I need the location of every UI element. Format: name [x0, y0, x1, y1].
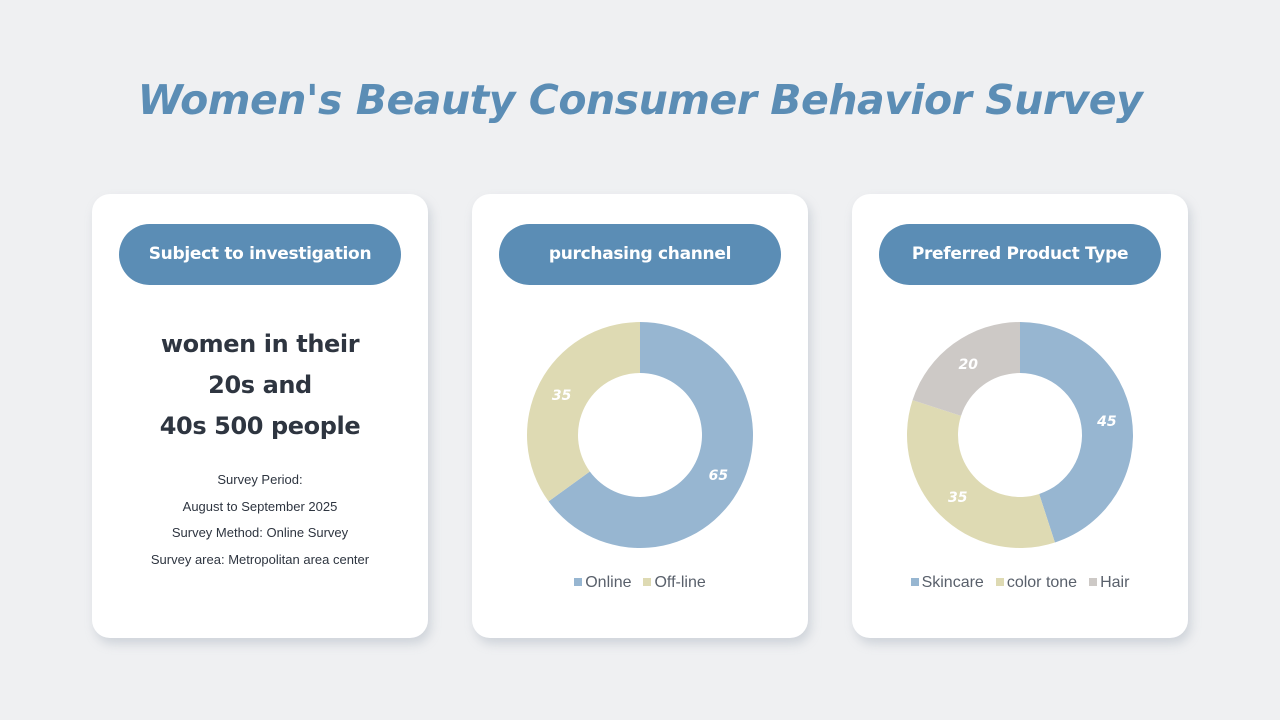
subject-text: women in their 20s and 40s 500 people [92, 324, 428, 447]
subject-line: 20s and [208, 371, 312, 399]
subject-line: 40s 500 people [159, 412, 361, 440]
product-legend: Skincare color tone Hair [852, 574, 1188, 592]
data-label-off-line: 35 [552, 388, 572, 404]
legend-item-hair: Hair [1089, 574, 1129, 592]
data-label-skincare: 45 [1096, 414, 1117, 430]
legend-label: Online [585, 574, 632, 591]
legend-item-off-line: Off-line [643, 574, 706, 592]
legend-swatch [995, 578, 1004, 586]
legend-item-skincare: Skincare [910, 574, 984, 592]
card-survey-subject: Subject to investigation women in their … [92, 194, 428, 638]
slice-color-tone [907, 400, 1055, 548]
legend-swatch [1089, 578, 1098, 586]
data-label-color-tone: 35 [948, 490, 968, 506]
legend-label: Off-line [654, 574, 706, 591]
slice-off-line [527, 322, 640, 502]
card-header-product: Preferred Product Type [879, 224, 1161, 285]
legend-item-color-tone: color tone [995, 574, 1078, 592]
card-purchasing-channel: purchasing channel 65 35 Online Off-line [472, 194, 808, 638]
legend-label: Hair [1100, 574, 1130, 591]
legend-swatch [574, 578, 583, 586]
survey-method: Survey Method: Online Survey [171, 525, 349, 540]
card-product-type: Preferred Product Type 45 35 20 Skincare co… [852, 194, 1188, 638]
data-label-hair: 20 [959, 357, 979, 373]
channel-legend: Online Off-line [472, 574, 808, 592]
legend-label: color tone [1006, 574, 1078, 591]
legend-swatch [910, 578, 919, 586]
slice-skincare [1020, 322, 1133, 543]
survey-period-value: August to September 2025 [182, 498, 338, 514]
legend-item-online: Online [574, 574, 631, 592]
survey-area: Survey area: Metropolitan area center [150, 551, 370, 567]
page-title: Women's Beauty Consumer Behavior Survey [137, 76, 1143, 124]
survey-details: Survey Period: August to September 2025 … [92, 467, 428, 573]
product-donut-chart: 45 35 20 [907, 322, 1133, 548]
slice-online [548, 322, 753, 548]
card-header-subject: Subject to investigation [119, 224, 401, 285]
legend-label: Skincare [921, 574, 984, 591]
channel-donut-chart: 65 35 [527, 322, 753, 548]
survey-period-label: Survey Period: [217, 472, 303, 487]
legend-swatch [643, 578, 652, 586]
data-label-online: 65 [709, 468, 729, 484]
card-header-channel: purchasing channel [499, 224, 781, 285]
subject-line: women in their [160, 330, 360, 358]
slice-hair [912, 322, 1020, 416]
